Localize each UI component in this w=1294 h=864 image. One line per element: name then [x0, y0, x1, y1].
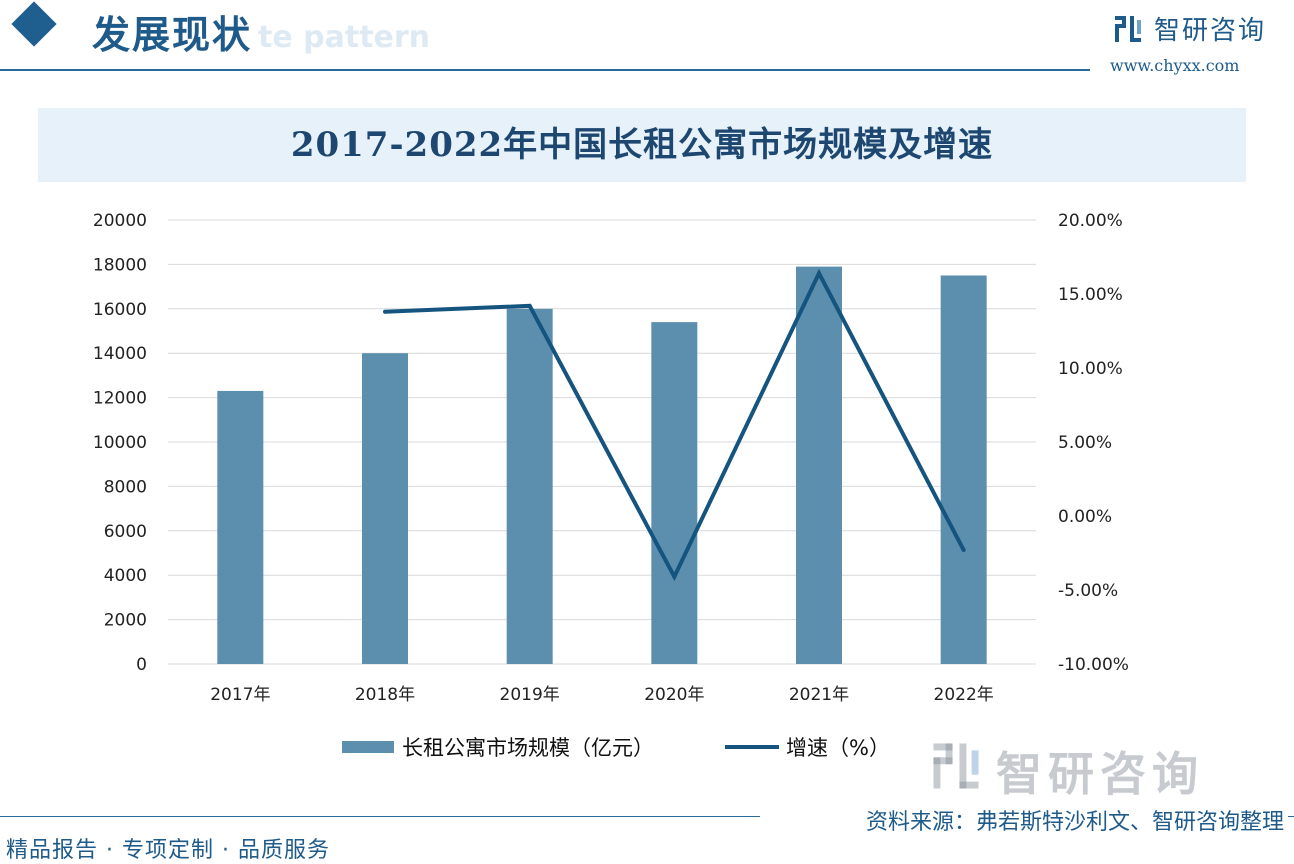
bar: [362, 353, 408, 664]
brand-logo-icon: [1115, 16, 1141, 42]
bar: [651, 322, 698, 664]
header-divider: [0, 69, 1090, 71]
x-tick-label: 2019年: [500, 685, 560, 705]
left-tick-label: 10000: [93, 433, 147, 453]
left-tick-label: 12000: [93, 389, 147, 409]
line-series: [383, 268, 966, 582]
right-tick-label: 0.00%: [1058, 507, 1112, 527]
footer-slogan: 精品报告 · 专项定制 · 品质服务: [6, 838, 330, 863]
right-tick-label: 10.00%: [1058, 359, 1123, 379]
section-subtitle: te pattern: [258, 20, 431, 55]
line-point: [383, 309, 387, 314]
legend-swatch-bar: [342, 741, 394, 753]
bar: [796, 266, 842, 664]
bar: [940, 275, 987, 664]
grid-lines: [168, 219, 1036, 665]
right-tick-label: -10.00%: [1058, 655, 1129, 675]
left-tick-label: 8000: [104, 477, 147, 497]
watermark-logo: 智研咨询: [930, 738, 1260, 801]
right-tick-label: 15.00%: [1058, 285, 1123, 305]
line-point: [817, 271, 821, 276]
header: te pattern 发展现状 智研咨询 www.chyxx.com: [0, 0, 1294, 75]
data-source: 资料来源：弗若斯特沙利文、智研咨询整理: [861, 804, 1288, 836]
bar-series: [217, 266, 987, 664]
footer-divider: [0, 816, 760, 817]
left-tick-label: 0: [136, 655, 147, 675]
line-point: [961, 548, 966, 553]
left-tick-label: 4000: [104, 566, 147, 586]
chart-title-band: [38, 108, 1246, 182]
line-point: [672, 574, 677, 579]
bar: [506, 308, 553, 664]
x-tick-label: 2021年: [789, 685, 849, 705]
x-axis: 2017年 2018年 2019年 2020年 2021年 2022年: [210, 685, 994, 705]
left-tick-label: 6000: [104, 522, 147, 542]
left-tick-label: 2000: [104, 611, 147, 631]
legend: 长租公寓市场规模（亿元） 增速（%）: [342, 736, 890, 760]
right-tick-label: 5.00%: [1058, 433, 1112, 453]
watermark-logo-icon: [933, 743, 979, 789]
left-tick-label: 18000: [93, 255, 147, 275]
legend-label-bar: 长租公寓市场规模（亿元）: [402, 736, 654, 760]
watermark-text: 智研咨询: [996, 747, 1204, 801]
brand-url: www.chyxx.com: [1110, 56, 1240, 75]
x-tick-label: 2020年: [644, 685, 704, 705]
bar: [217, 390, 264, 664]
left-axis: 0 2000 4000 6000 8000 10000 12000 14000 16000 180…: [93, 211, 147, 675]
x-tick-label: 2017年: [210, 685, 270, 705]
left-tick-label: 16000: [93, 300, 147, 320]
brand-name: 智研咨询: [1154, 16, 1267, 46]
right-tick-label: 20.00%: [1058, 211, 1123, 231]
x-tick-label: 2022年: [934, 685, 994, 705]
x-tick-label: 2018年: [355, 685, 415, 705]
line-point: [527, 303, 532, 308]
chart-title: 2017-2022年中国长租公寓市场规模及增速: [290, 125, 994, 165]
right-axis: -10.00% -5.00% 0.00% 5.00% 10.00% 15.00% 20.00…: [1058, 211, 1129, 675]
right-tick-label: -5.00%: [1058, 581, 1118, 601]
left-tick-label: 20000: [93, 211, 147, 231]
section-title: 发展现状: [92, 12, 253, 57]
legend-label-line: 增速（%）: [786, 736, 890, 760]
left-tick-label: 14000: [93, 344, 147, 364]
